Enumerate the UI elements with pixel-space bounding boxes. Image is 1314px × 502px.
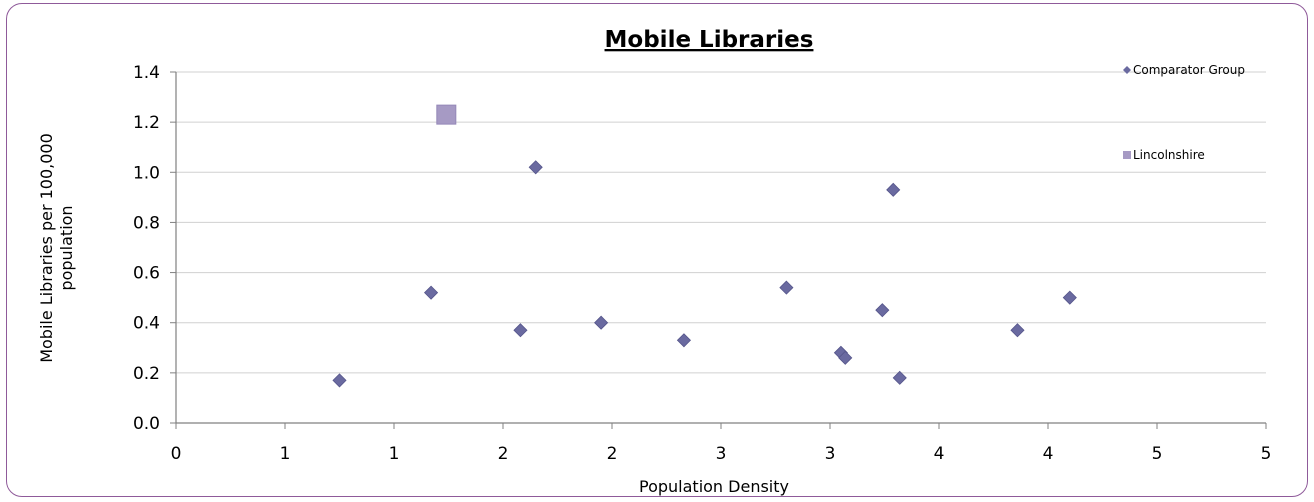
comparator-point — [875, 303, 890, 318]
x-tick-label: 4 — [934, 444, 945, 464]
x-axis-title: Population Density — [639, 477, 789, 496]
comparator-point — [1062, 290, 1077, 305]
x-tick-label: 5 — [1261, 444, 1272, 464]
y-tick-label: 0.6 — [133, 264, 160, 284]
comparator-point — [886, 182, 901, 197]
y-tick-label: 0.2 — [133, 364, 160, 384]
y-tick-label: 0.0 — [133, 414, 160, 434]
x-tick-label: 3 — [716, 444, 727, 464]
chart-frame — [6, 3, 1308, 497]
comparator-point — [528, 160, 543, 175]
legend-marker-comparator — [1123, 66, 1131, 74]
x-tick-label: 3 — [825, 444, 836, 464]
x-tick-label: 1 — [280, 444, 291, 464]
y-axis-title: Mobile Libraries per 100,000 population — [37, 133, 76, 363]
x-tick-label: 4 — [1043, 444, 1054, 464]
comparator-point — [332, 373, 347, 388]
y-tick-label: 1.4 — [133, 63, 160, 83]
comparator-point — [779, 280, 794, 295]
x-tick-label: 1 — [389, 444, 400, 464]
x-tick-label: 0 — [171, 444, 182, 464]
legend-label: Comparator Group — [1133, 63, 1245, 77]
comparator-point — [594, 315, 609, 330]
data-points — [332, 104, 1077, 388]
comparator-point — [513, 323, 528, 338]
comparator-point — [838, 350, 853, 365]
legend-marker-lincolnshire — [1123, 151, 1131, 159]
x-tick-label: 2 — [607, 444, 618, 464]
chart-title: Mobile Libraries — [605, 27, 814, 53]
legend-label: Lincolnshire — [1133, 148, 1205, 162]
lincolnshire-point — [436, 104, 457, 125]
y-tick-label: 1.2 — [133, 113, 160, 133]
y-tick-label: 0.4 — [133, 314, 160, 334]
y-axis-title-line-1: Mobile Libraries per 100,000 — [37, 133, 56, 363]
x-tick-label: 5 — [1152, 444, 1163, 464]
comparator-point — [423, 285, 439, 300]
y-tick-label: 1.0 — [133, 163, 160, 183]
comparator-point — [1010, 323, 1025, 338]
comparator-point — [676, 333, 692, 348]
x-tick-label: 2 — [498, 444, 509, 464]
comparator-point — [892, 370, 907, 385]
y-axis-title-line-2: population — [57, 205, 76, 290]
y-axis-ticks: 0.0 0.2 0.4 0.6 0.8 1.0 1.2 1.4 — [133, 63, 176, 434]
legend: Comparator Group Lincolnshire — [1123, 63, 1245, 162]
gridlines — [176, 71, 1266, 374]
y-tick-label: 0.8 — [133, 213, 160, 233]
x-axis-ticks: 0 1 1 2 2 3 3 4 4 5 5 — [171, 423, 1272, 464]
